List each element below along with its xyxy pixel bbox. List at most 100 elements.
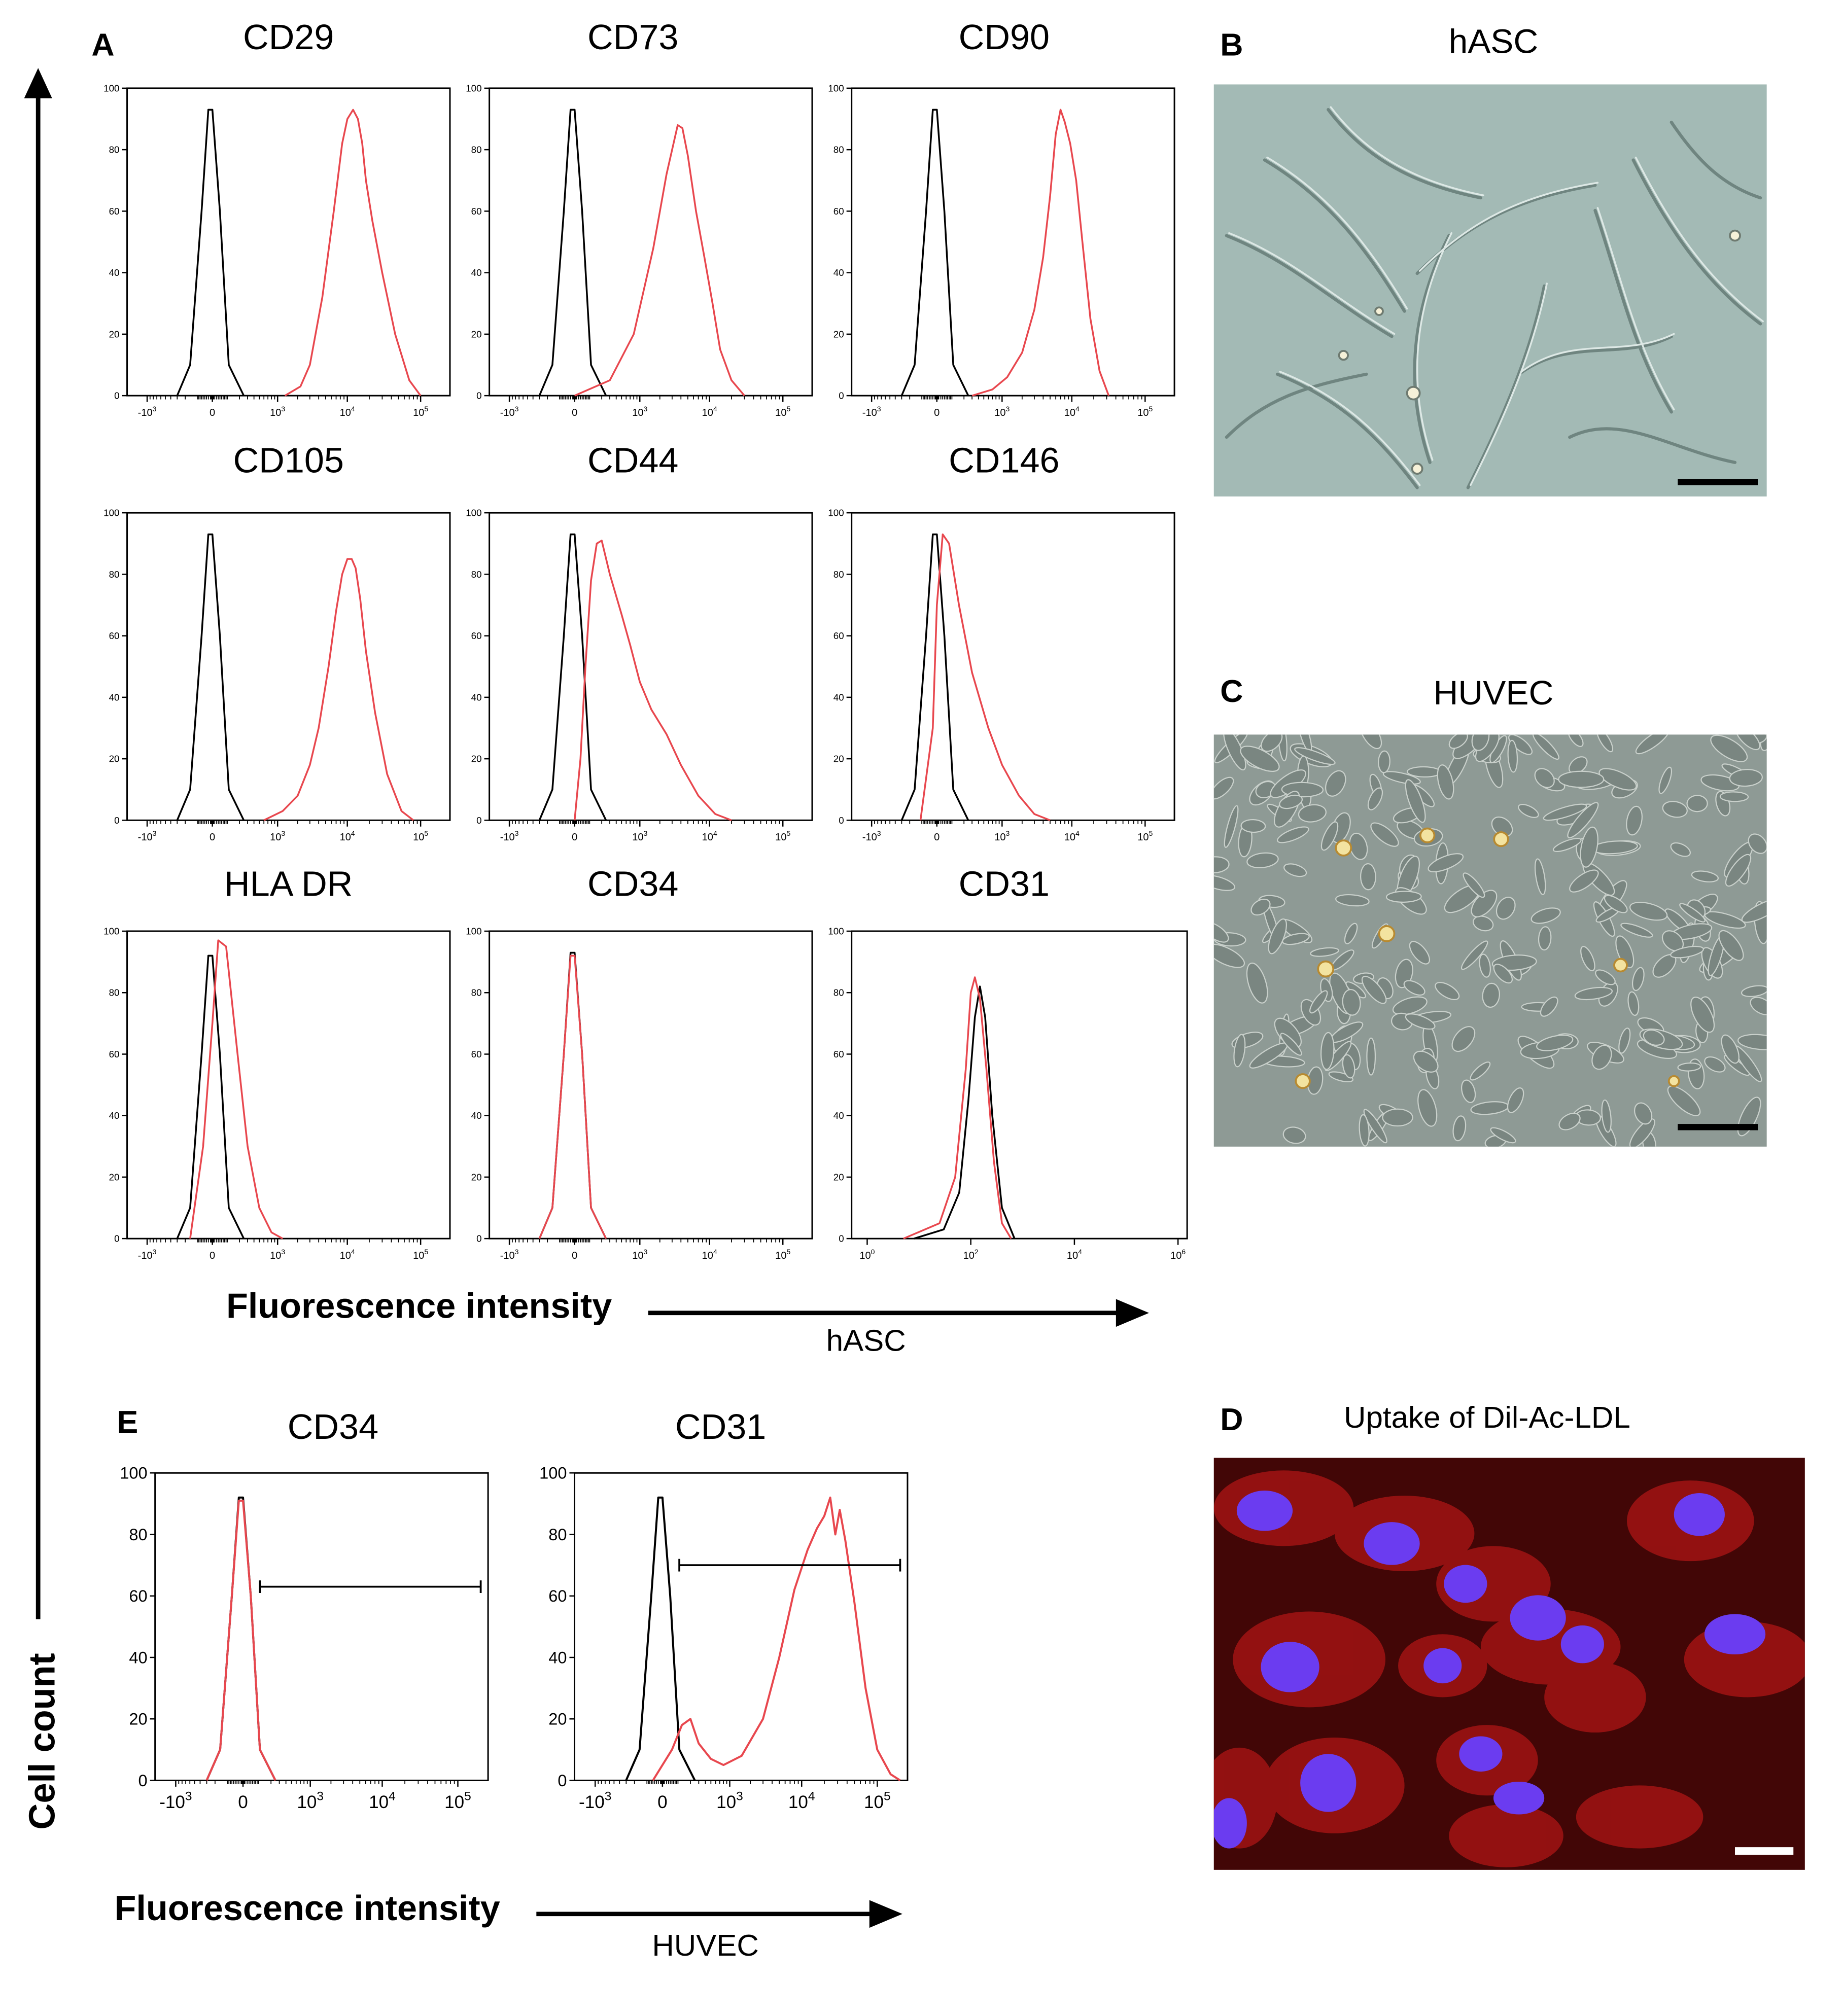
hist-title-cd73: CD73 — [587, 17, 679, 57]
y-tick-label: 0 — [558, 1772, 567, 1790]
huvec-cell — [1240, 819, 1266, 833]
panel-label-c: C — [1220, 674, 1243, 710]
stained-histogram-line — [573, 540, 732, 821]
huvec-cell — [1233, 1034, 1246, 1068]
y-tick-label: 60 — [833, 1049, 844, 1059]
isotype-histogram-line — [176, 109, 245, 396]
panel-label-a: A — [91, 27, 115, 63]
x-tick-label: 104 — [1064, 829, 1080, 843]
huvec-cell — [1670, 842, 1691, 857]
huvec-cell — [1737, 1097, 1761, 1137]
isotype-histogram-line — [625, 1496, 696, 1781]
huvec-cell — [1620, 923, 1653, 938]
stained-histogram-line — [652, 1496, 901, 1782]
huvec-cell — [1643, 1029, 1665, 1046]
x-tick-label: 105 — [1137, 405, 1153, 418]
y-tick-label: 20 — [833, 329, 844, 339]
micrograph-ldl-uptake — [1213, 1458, 1805, 1870]
huvec-cell — [1691, 870, 1719, 882]
stained-histogram-line — [919, 533, 1051, 821]
y-tick-label: 20 — [471, 754, 482, 764]
x-tick-label: 0 — [238, 1792, 248, 1812]
stained-histogram-line — [263, 558, 414, 821]
stained-histogram-line — [284, 109, 422, 397]
condition-label-e: HUVEC — [652, 1929, 759, 1963]
histogram-cd105: 0 20 40 60 80 100 -103 0 103 104 105 — [103, 508, 451, 843]
image-title-hasc: hASC — [1448, 22, 1539, 61]
huvec-cell — [1718, 930, 1744, 961]
huvec-cell — [1725, 854, 1752, 887]
huvec-cell — [1224, 805, 1239, 848]
y-tick-label: 100 — [120, 1464, 147, 1482]
huvec-cell — [1670, 945, 1704, 959]
huvec-cell — [1615, 935, 1635, 969]
y-tick-label: 80 — [833, 569, 844, 580]
huvec-cell — [1596, 734, 1614, 753]
x-tick-label: 103 — [297, 1790, 324, 1813]
huvec-cell — [1580, 946, 1595, 972]
huvec-cell — [1250, 898, 1271, 916]
plot-frame — [851, 930, 1188, 1240]
hist-title-e-cd31: CD31 — [675, 1407, 767, 1447]
huvec-cell — [1741, 985, 1767, 997]
huvec-cell — [1631, 967, 1645, 992]
plot-frame — [126, 512, 451, 821]
huvec-cell — [1448, 734, 1468, 749]
hist-title-cd34: CD34 — [587, 864, 679, 904]
huvec-cell — [1470, 1062, 1491, 1081]
huvec-cell — [1320, 1032, 1335, 1070]
image-title-ldl-uptake: Uptake of Dil-Ac-LDL — [1344, 1401, 1630, 1435]
huvec-cell — [1534, 768, 1555, 788]
huvec-cell — [1428, 853, 1464, 872]
huvec-cell — [1405, 779, 1426, 823]
huvec-cell — [1518, 804, 1539, 818]
histogram-cd73: 0 20 40 60 80 100 -103 0 103 104 105 — [466, 83, 813, 418]
huvec-cell — [1591, 1044, 1612, 1070]
y-tick-label: 80 — [833, 987, 844, 998]
huvec-cell — [1361, 975, 1387, 1004]
huvec-cell — [1309, 990, 1328, 1014]
huvec-cell — [1679, 903, 1706, 923]
y-tick-label: 100 — [466, 83, 481, 94]
huvec-cell — [1366, 1037, 1376, 1076]
huvec-cell — [1283, 863, 1307, 877]
x-tick-label: 0 — [934, 407, 940, 418]
y-tick-label: 0 — [476, 391, 481, 401]
histogram-cd29: 0 20 40 60 80 100 -103 0 103 104 105 — [103, 83, 451, 418]
huvec-cell — [1282, 1126, 1306, 1144]
y-tick-label: 0 — [839, 1233, 844, 1244]
x-tick-label: 105 — [1137, 829, 1153, 843]
huvec-cell — [1363, 1109, 1387, 1144]
huvec-cell — [1750, 997, 1767, 1015]
isotype-histogram-line — [176, 954, 245, 1239]
huvec-cell — [1662, 801, 1688, 818]
x-tick-label: 105 — [413, 1248, 428, 1261]
x-tick-label: 103 — [994, 405, 1010, 418]
huvec-cell — [1567, 802, 1599, 838]
huvec-cell — [1392, 996, 1428, 1015]
y-tick-label: 0 — [839, 815, 844, 826]
y-tick-label: 100 — [103, 926, 119, 937]
panel-label-e: E — [117, 1405, 138, 1440]
huvec-cell — [1552, 838, 1582, 853]
huvec-cell — [1452, 1115, 1467, 1142]
y-tick-label: 60 — [833, 630, 844, 641]
x-tick-label: 0 — [210, 1250, 215, 1261]
hist-title-hla-dr: HLA DR — [224, 864, 353, 904]
y-tick-label: 60 — [109, 630, 120, 641]
hist-title-cd146: CD146 — [949, 441, 1060, 480]
x-tick-label: 104 — [340, 405, 355, 418]
huvec-cell — [1470, 1101, 1509, 1115]
huvec-cell — [1370, 822, 1399, 847]
huvec-cell — [1601, 1099, 1612, 1133]
histogram-cd34: 0 20 40 60 80 100 -103 0 103 104 105 — [466, 926, 813, 1261]
huvec-cell — [1471, 890, 1498, 917]
huvec-cell — [1310, 947, 1339, 957]
huvec-cell — [1405, 1013, 1436, 1030]
huvec-cell — [1543, 803, 1587, 821]
x-tick-label: 105 — [444, 1790, 471, 1813]
y-tick-label: 80 — [109, 987, 120, 998]
plot-frame — [573, 1472, 909, 1781]
y-tick-label: 100 — [103, 508, 119, 518]
plot-frame — [851, 512, 1175, 821]
